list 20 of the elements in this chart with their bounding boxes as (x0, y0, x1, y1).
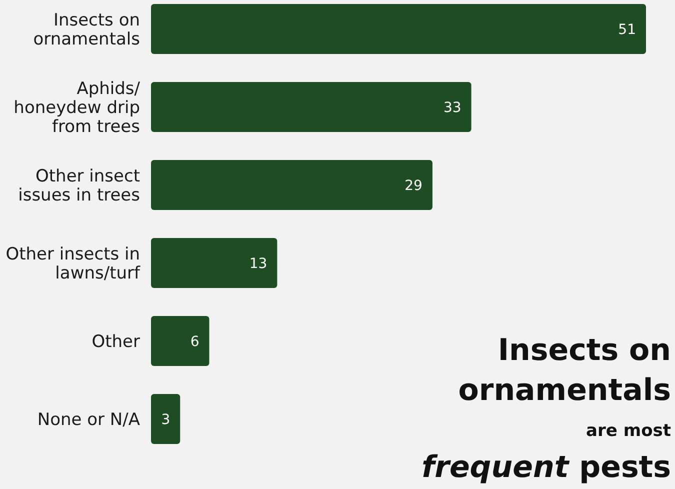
bar (151, 160, 432, 210)
data-label: 29 (404, 178, 422, 194)
data-label: 13 (249, 256, 268, 272)
y-tick-label: Other (92, 332, 140, 352)
y-tick-label: Aphids/ honeydew drip from trees (14, 78, 140, 137)
y-tick-label: None or N/A (37, 410, 140, 430)
data-label: 6 (190, 334, 200, 350)
bar (151, 316, 210, 366)
y-tick-label: Insects on ornamentals (33, 10, 140, 50)
data-label: 3 (161, 412, 170, 428)
y-tick-label: Other insect issues in trees (18, 166, 140, 206)
text: Insects on ornamentals (458, 333, 671, 408)
y-tick-label: Other insects in lawns/turf (6, 244, 142, 284)
bar (151, 238, 278, 288)
bar (151, 82, 472, 132)
data-label: 33 (443, 100, 462, 116)
bar (151, 394, 180, 444)
bar (151, 4, 646, 54)
data-label: 51 (618, 22, 636, 38)
text: are most frequent pests (422, 421, 671, 485)
